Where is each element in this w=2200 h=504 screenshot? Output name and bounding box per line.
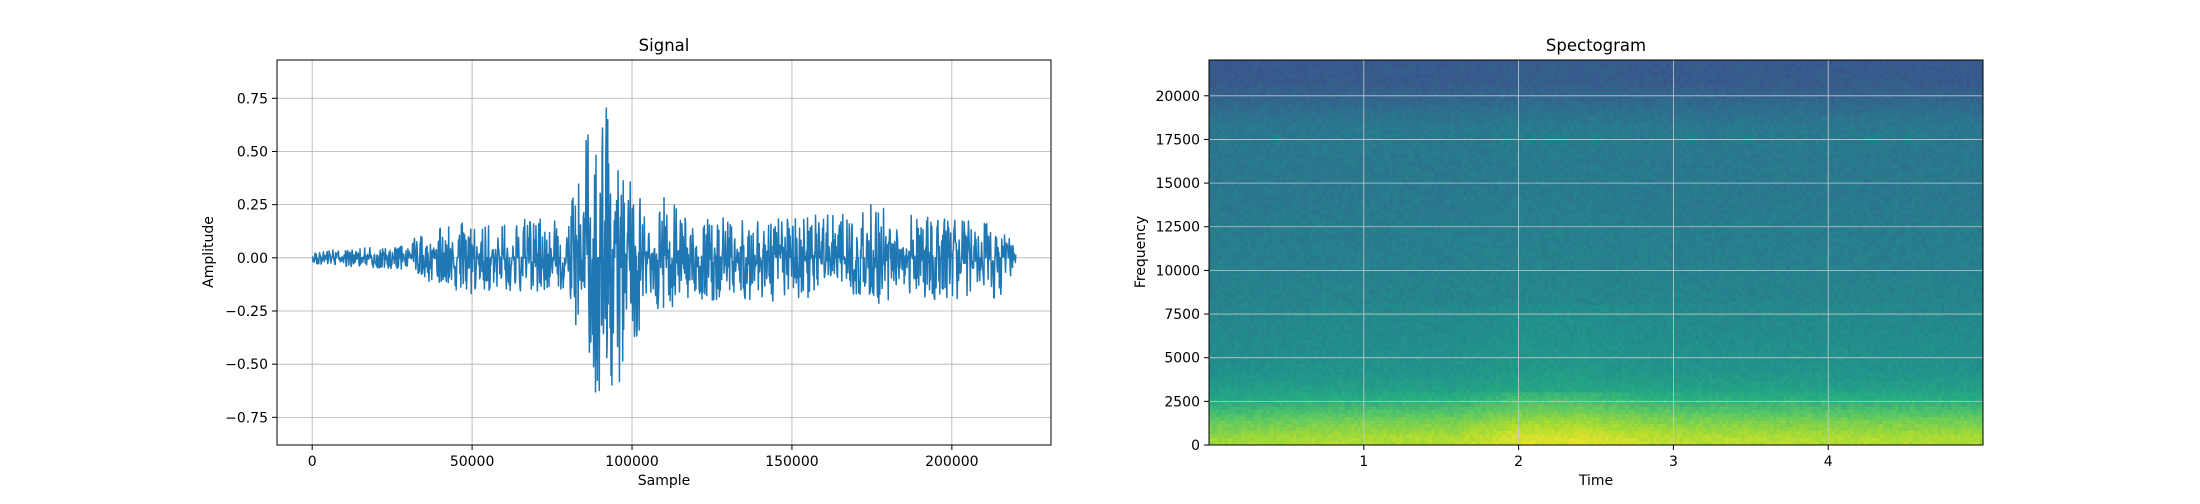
signal-y-tick-label: −0.25 [225, 304, 268, 320]
spectrogram-heatmap [1209, 60, 1984, 446]
spectrogram-title: Spectogram [1546, 36, 1646, 55]
signal-x-tick-label: 0 [308, 454, 317, 470]
signal-x-tick-label: 150000 [765, 454, 818, 470]
signal-x-label: Sample [638, 473, 691, 489]
signal-y-tick-label: 0.50 [237, 144, 268, 160]
signal-title: Signal [639, 36, 690, 55]
signal-x-axis: 0 50000 100000 150000 200000 [308, 445, 979, 470]
signal-y-tick-label: 0.25 [237, 198, 268, 214]
signal-y-tick-label: 0.75 [237, 91, 268, 107]
signal-y-label: Amplitude [201, 216, 217, 288]
signal-y-tick-label: −0.75 [225, 410, 268, 426]
signal-y-tick-label: 0.00 [237, 251, 268, 267]
signal-series-line [312, 108, 1016, 392]
signal-x-tick-label: 50000 [450, 454, 495, 470]
signal-x-tick-label: 100000 [605, 454, 658, 470]
signal-y-tick-label: −0.50 [225, 357, 268, 373]
signal-waveform [312, 108, 1016, 392]
signal-x-tick-label: 200000 [925, 454, 978, 470]
signal-y-axis: −0.75 −0.50 −0.25 0.00 0.25 0.50 0.75 [225, 91, 277, 426]
